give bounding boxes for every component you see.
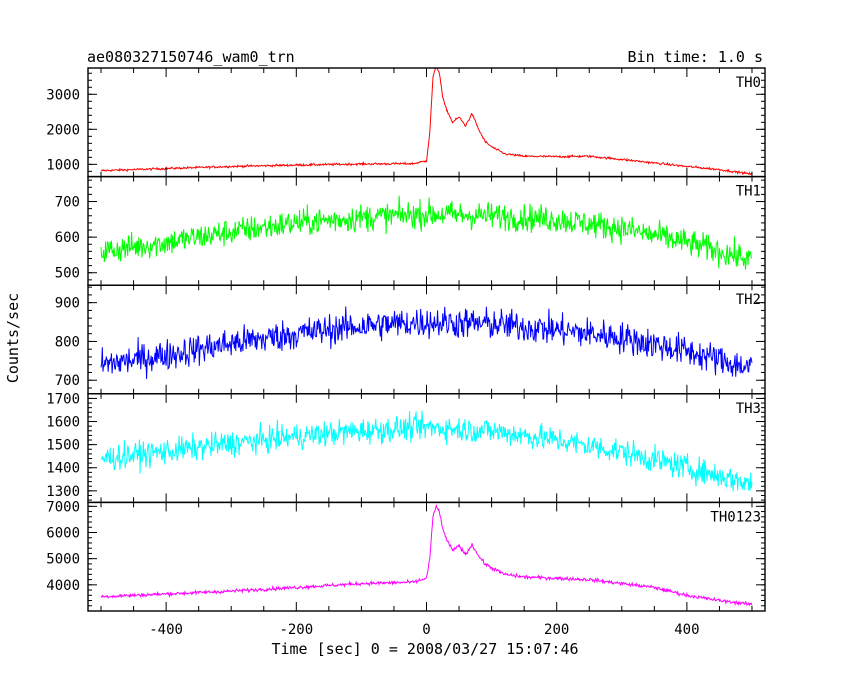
panel-frame [87,501,766,612]
bin-time-label: Bin time: 1.0 s [628,48,763,66]
panel-frame [87,393,766,504]
series-line-th0123 [100,503,753,607]
panel-th3: 1300 1400 1500 1600 1700 TH3 [46,391,766,504]
y-tick-label: 900 [55,296,80,312]
panel-label-th1: TH1 [736,184,761,200]
panel-label-th2: TH2 [736,292,761,308]
chart-title: ae080327150746_wam0_trn [87,48,295,66]
y-tick-label: 600 [55,230,80,246]
y-tick-label: 1500 [46,438,80,454]
panel-th2: 700 800 900 TH2 [55,284,766,395]
y-tick-label: 700 [55,195,80,211]
x-tick-label: -400 [149,622,183,638]
series-line-th1 [100,195,753,270]
y-tick-label: 1600 [46,415,80,431]
y-tick-label: 4000 [46,578,80,594]
panel-th0123: 4000 5000 6000 7000 TH0123 [46,499,766,612]
y-tick-label: 7000 [46,499,80,515]
x-tick-label: -200 [279,622,313,638]
y-tick-label: 1700 [46,391,80,407]
y-tick-label: 700 [55,373,80,389]
y-tick-label: 5000 [46,552,80,568]
x-axis-label: Time [sec] 0 = 2008/03/27 15:07:46 [271,640,578,658]
y-tick-label: 1400 [46,461,80,477]
y-tick-label: 6000 [46,525,80,541]
panel-label-th0123: TH0123 [710,509,761,525]
panel-label-th0: TH0 [736,75,761,91]
series-line-th3 [100,410,753,492]
x-tick-label: 400 [674,622,699,638]
y-tick-label: 800 [55,334,80,350]
y-tick-label: 1000 [46,157,80,173]
panel-th0: 1000 2000 3000 TH0 [46,67,766,178]
y-axis-label: Counts/sec [4,293,22,383]
y-tick-label: 2000 [46,122,80,138]
y-tick-label: 500 [55,266,80,282]
series-line-th2 [100,306,753,380]
x-tick-label: 0 [422,622,430,638]
y-tick-label: 1300 [46,484,80,500]
panel-th1: 500 600 700 TH1 [55,175,766,286]
series-line-th0 [100,68,753,176]
x-tick-label: 200 [544,622,569,638]
panel-label-th3: TH3 [736,401,761,417]
y-tick-label: 3000 [46,87,80,103]
